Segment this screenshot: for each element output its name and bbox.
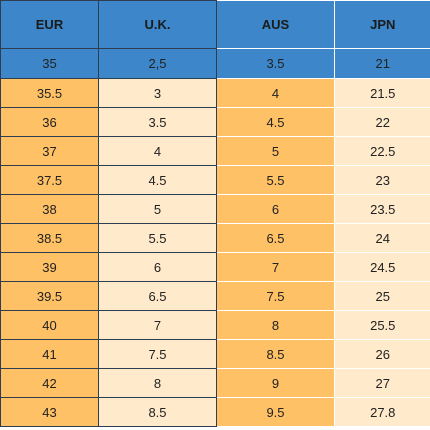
cell-jpn: 25.5 xyxy=(334,310,430,340)
cell-eur: 37 xyxy=(0,136,99,166)
table-row: 41 7.5 8.5 26 xyxy=(0,339,430,369)
cell-aus: 6 xyxy=(216,194,335,224)
table-row: 42 8 9 27 xyxy=(0,368,430,398)
table-row: 43 8.5 9.5 27.8 xyxy=(0,397,430,427)
cell-jpn: 21 xyxy=(334,48,430,79)
cell-jpn: 24 xyxy=(334,223,430,253)
cell-aus: 5.5 xyxy=(216,165,335,195)
table-row: 36 3.5 4.5 22 xyxy=(0,107,430,137)
cell-uk: 3 xyxy=(98,78,217,108)
cell-aus: 8.5 xyxy=(216,339,335,369)
cell-jpn: 25 xyxy=(334,281,430,311)
cell-uk: 8 xyxy=(98,368,217,398)
cell-aus: 4.5 xyxy=(216,107,335,137)
table-body: 35 2,5 3.5 21 35.5 3 4 21.5 36 3.5 4.5 2… xyxy=(0,48,430,427)
cell-jpn: 23 xyxy=(334,165,430,195)
header-uk: U.K. xyxy=(98,0,217,49)
cell-aus: 9 xyxy=(216,368,335,398)
cell-jpn: 27.8 xyxy=(334,397,430,427)
table-row: 37.5 4.5 5.5 23 xyxy=(0,165,430,195)
header-row: EUR U.K. AUS JPN xyxy=(0,0,430,49)
cell-eur: 39 xyxy=(0,252,99,282)
cell-eur: 40 xyxy=(0,310,99,340)
cell-eur: 35 xyxy=(0,48,99,79)
table-row: 35 2,5 3.5 21 xyxy=(0,48,430,79)
cell-eur: 35.5 xyxy=(0,78,99,108)
cell-jpn: 27 xyxy=(334,368,430,398)
header-jpn: JPN xyxy=(334,0,430,49)
cell-aus: 8 xyxy=(216,310,335,340)
cell-jpn: 21.5 xyxy=(334,78,430,108)
cell-aus: 4 xyxy=(216,78,335,108)
header-aus: AUS xyxy=(216,0,335,49)
table-row: 38 5 6 23.5 xyxy=(0,194,430,224)
cell-aus: 7 xyxy=(216,252,335,282)
cell-uk: 2,5 xyxy=(98,48,217,79)
cell-uk: 6 xyxy=(98,252,217,282)
cell-aus: 6.5 xyxy=(216,223,335,253)
cell-aus: 7.5 xyxy=(216,281,335,311)
cell-aus: 9.5 xyxy=(216,397,335,427)
cell-uk: 7 xyxy=(98,310,217,340)
table-row: 35.5 3 4 21.5 xyxy=(0,78,430,108)
cell-uk: 5 xyxy=(98,194,217,224)
cell-eur: 41 xyxy=(0,339,99,369)
cell-aus: 3.5 xyxy=(216,48,335,79)
cell-uk: 3.5 xyxy=(98,107,217,137)
table-row: 37 4 5 22.5 xyxy=(0,136,430,166)
cell-uk: 4 xyxy=(98,136,217,166)
table-row: 40 7 8 25.5 xyxy=(0,310,430,340)
cell-eur: 38.5 xyxy=(0,223,99,253)
cell-eur: 36 xyxy=(0,107,99,137)
cell-uk: 8.5 xyxy=(98,397,217,427)
table-row: 39 6 7 24.5 xyxy=(0,252,430,282)
cell-uk: 6.5 xyxy=(98,281,217,311)
cell-uk: 5.5 xyxy=(98,223,217,253)
table-row: 39.5 6.5 7.5 25 xyxy=(0,281,430,311)
cell-uk: 4.5 xyxy=(98,165,217,195)
cell-eur: 37.5 xyxy=(0,165,99,195)
table-row: 38.5 5.5 6.5 24 xyxy=(0,223,430,253)
cell-eur: 42 xyxy=(0,368,99,398)
cell-eur: 39.5 xyxy=(0,281,99,311)
cell-jpn: 26 xyxy=(334,339,430,369)
cell-eur: 38 xyxy=(0,194,99,224)
table-header: EUR U.K. AUS JPN xyxy=(0,0,430,49)
cell-uk: 7.5 xyxy=(98,339,217,369)
cell-jpn: 22.5 xyxy=(334,136,430,166)
cell-aus: 5 xyxy=(216,136,335,166)
cell-jpn: 23.5 xyxy=(334,194,430,224)
cell-jpn: 24.5 xyxy=(334,252,430,282)
header-eur: EUR xyxy=(0,0,99,49)
cell-jpn: 22 xyxy=(334,107,430,137)
cell-eur: 43 xyxy=(0,397,99,427)
